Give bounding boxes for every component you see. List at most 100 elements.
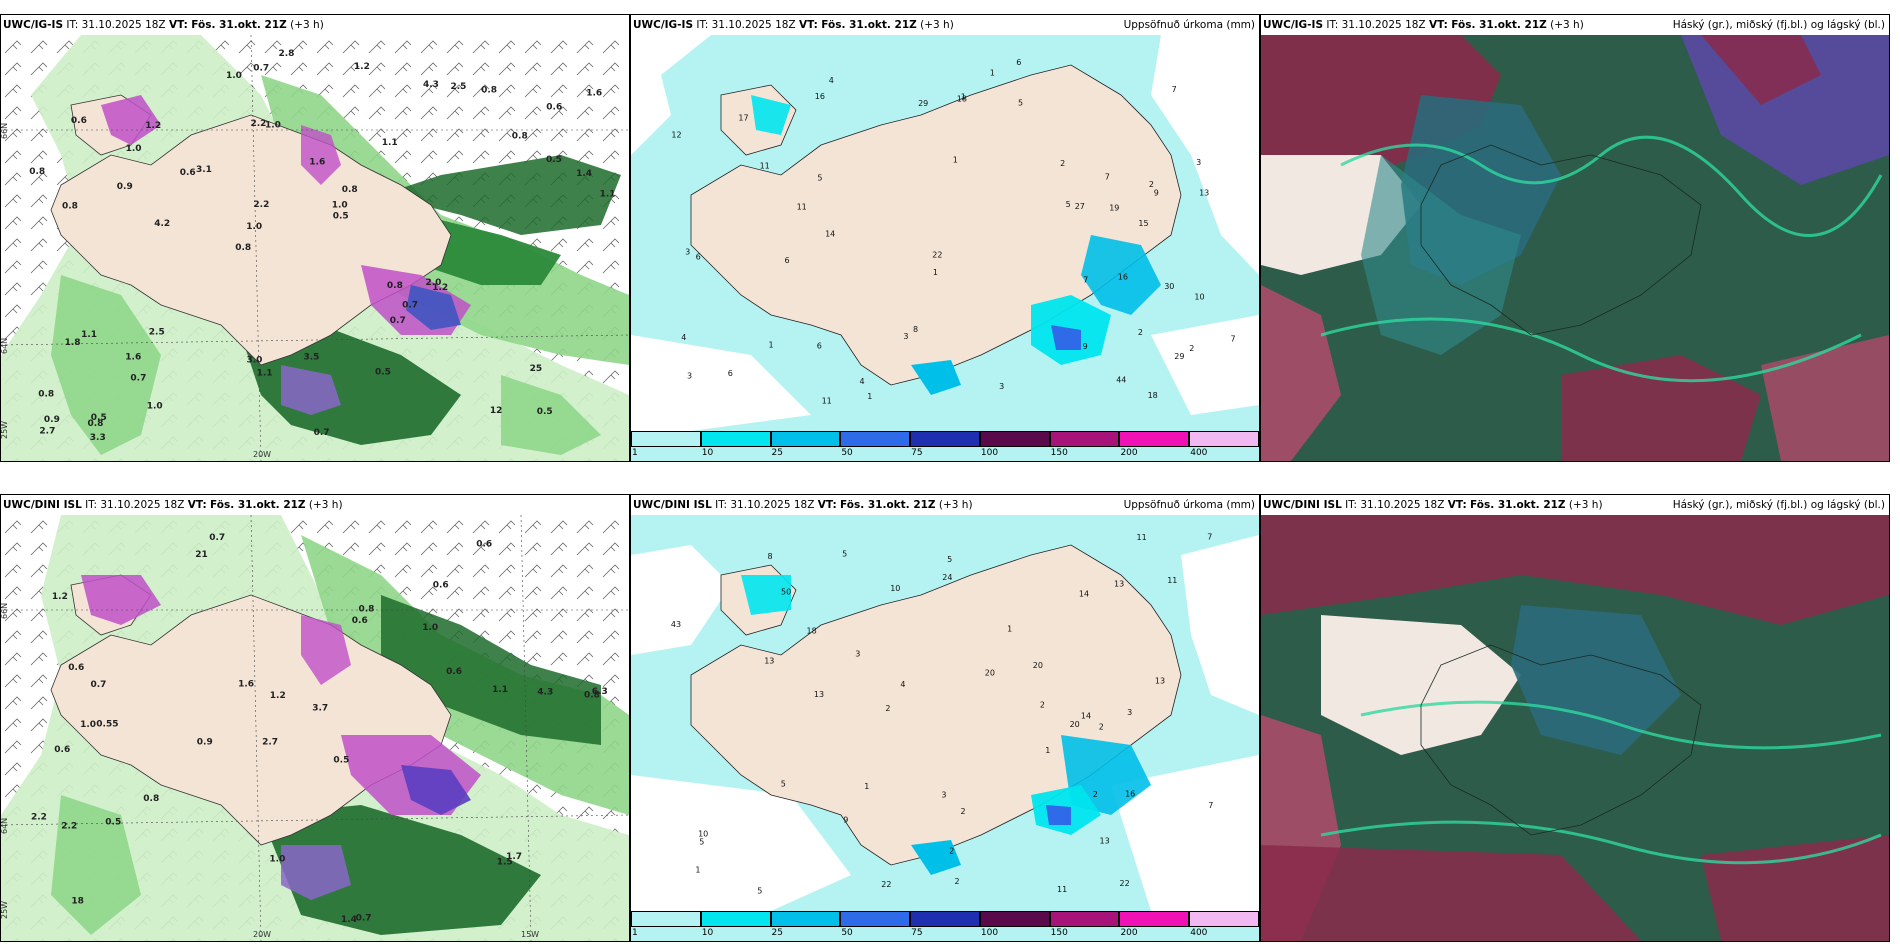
map-value-label: 1.1 bbox=[382, 138, 398, 148]
map-value-label: 0.8 bbox=[38, 390, 54, 400]
map-value-label: 0.6 bbox=[71, 116, 87, 126]
map-value-label: 16 bbox=[815, 92, 825, 101]
lon-label: 15W bbox=[521, 930, 539, 939]
map-value-label: 0.8 bbox=[342, 185, 358, 195]
map-value-label: 2.2 bbox=[61, 821, 77, 831]
map-value-label: 16 bbox=[1118, 272, 1128, 281]
colorbar-label: 200 bbox=[1120, 448, 1138, 458]
lat-label: 66N bbox=[1, 603, 9, 619]
map-value-label: 0.6 bbox=[352, 616, 368, 626]
time-offset: (+3 h) bbox=[920, 19, 954, 31]
it-label: IT: bbox=[85, 499, 98, 511]
precip-colorbar: 1 10 25 50 75 100 150 200 400 bbox=[631, 431, 1259, 461]
map-value-label: 0.9 bbox=[197, 738, 213, 748]
map-value-label: 9 bbox=[1154, 189, 1159, 198]
map-value-label: 0.8 bbox=[143, 794, 159, 804]
it-label: IT: bbox=[1345, 499, 1358, 511]
map-value-label: 0.6 bbox=[180, 168, 196, 178]
map-value-label: 29 bbox=[1174, 352, 1184, 361]
it-time: 31.10.2025 18Z bbox=[1341, 19, 1426, 31]
lon-label: 25W bbox=[1, 421, 9, 439]
map-value-label: 20 bbox=[985, 668, 995, 677]
map-value-label: 29 bbox=[918, 99, 928, 108]
map-value-label: 6 bbox=[785, 256, 790, 265]
map-value-label: 22 bbox=[881, 880, 891, 889]
vt-time: Fös. 31.okt. 21Z bbox=[210, 499, 306, 511]
map-value-label: 1.2 bbox=[145, 121, 161, 131]
precip-value-labels: 2321342671113121514172916893635431527691… bbox=[671, 58, 1235, 406]
cloud-map bbox=[1261, 35, 1889, 461]
precip-colorbar: 1 10 25 50 75 100 150 200 400 bbox=[631, 911, 1259, 941]
map-value-label: 13 bbox=[764, 657, 774, 666]
colorbar-label: 10 bbox=[701, 928, 714, 938]
map-value-label: 4.3 bbox=[423, 80, 439, 90]
colorbar-swatch bbox=[700, 911, 771, 927]
map-value-label: 1.0 bbox=[246, 222, 262, 232]
colorbar-label: 50 bbox=[841, 928, 853, 938]
colorbar-label: 10 bbox=[701, 448, 714, 458]
map-value-label: 0.5 bbox=[91, 413, 107, 423]
it-label: IT: bbox=[715, 499, 728, 511]
map-value-label: 21 bbox=[195, 550, 208, 560]
map-value-label: 13 bbox=[1199, 188, 1209, 197]
colorbar-label: 200 bbox=[1120, 928, 1138, 938]
field-title: Háský (gr.), miðský (fj.bl.) og lágský (… bbox=[1672, 19, 1885, 31]
colorbar-label: 150 bbox=[1050, 448, 1068, 458]
map-value-label: 1.1 bbox=[81, 330, 97, 340]
map-value-label: 0.5 bbox=[333, 211, 349, 221]
it-time: 31.10.2025 18Z bbox=[100, 499, 185, 511]
map-value-label: 3.1 bbox=[196, 165, 212, 175]
map-value-label: 11 bbox=[797, 202, 807, 211]
field-title: Háský (gr.), miðský (fj.bl.) og lágský (… bbox=[1672, 499, 1885, 511]
colorbar-swatch bbox=[1119, 431, 1190, 447]
map-value-label: 1.0 bbox=[80, 720, 96, 730]
map-value-label: 3 bbox=[1196, 158, 1201, 167]
map-value-label: 2 bbox=[949, 847, 954, 856]
map-value-label: 2 bbox=[955, 877, 960, 886]
panel-precip-igis: UWC/IG-IS IT: 31.10.2025 18Z VT: Fös. 31… bbox=[630, 14, 1260, 462]
map-value-label: 5 bbox=[757, 887, 762, 896]
map-value-label: 0.55 bbox=[96, 720, 118, 730]
colorbar-label: 75 bbox=[911, 928, 923, 938]
panel-precip-dini: UWC/DINI ISL IT: 31.10.2025 18Z VT: Fös.… bbox=[630, 494, 1260, 942]
colorbar-swatch bbox=[631, 911, 701, 927]
map-value-label: 1 bbox=[933, 268, 938, 277]
colorbar-swatch bbox=[1119, 911, 1190, 927]
map-value-label: 11 bbox=[1167, 576, 1177, 585]
map-value-label: 0.7 bbox=[91, 680, 107, 690]
model-name: UWC/IG-IS bbox=[3, 19, 64, 31]
vt-label: VT: bbox=[168, 19, 188, 31]
cloud-map bbox=[1261, 515, 1889, 941]
lon-label: 25W bbox=[1, 901, 9, 919]
map-value-label: 6 bbox=[1016, 58, 1021, 67]
map-value-label: 14 bbox=[825, 230, 835, 239]
lat-label: 66N bbox=[1, 123, 9, 139]
panel-header: UWC/DINI ISL IT: 31.10.2025 18Z VT: Fös.… bbox=[1, 495, 629, 515]
map-value-label: 3.3 bbox=[90, 433, 106, 443]
model-name: UWC/DINI ISL bbox=[1263, 499, 1342, 511]
map-value-label: 0.5 bbox=[375, 368, 391, 378]
it-time: 31.10.2025 18Z bbox=[1360, 499, 1445, 511]
map-value-label: 18 bbox=[71, 897, 84, 907]
map-value-label: 5 bbox=[699, 837, 704, 846]
map-value-label: 1 bbox=[953, 156, 958, 165]
colorbar-label: 150 bbox=[1050, 928, 1068, 938]
map-value-label: 27 bbox=[1075, 202, 1085, 211]
map-value-label: 13 bbox=[1100, 837, 1110, 846]
map-value-label: 3.5 bbox=[304, 353, 320, 363]
map-value-label: 16 bbox=[1125, 789, 1135, 798]
map-value-label: 9 bbox=[843, 816, 848, 825]
colorbar-swatch bbox=[631, 431, 701, 447]
model-name: UWC/IG-IS bbox=[1263, 19, 1324, 31]
panel-header: UWC/DINI ISL IT: 31.10.2025 18Z VT: Fös.… bbox=[631, 495, 1259, 515]
map-value-label: 20 bbox=[1070, 720, 1080, 729]
colorbar-label: 25 bbox=[771, 448, 783, 458]
panel-cloud-dini: UWC/DINI ISL IT: 31.10.2025 18Z VT: Fös.… bbox=[1260, 494, 1890, 942]
map-value-label: 2 bbox=[1093, 790, 1098, 799]
it-label: IT: bbox=[696, 19, 709, 31]
map-value-label: 4 bbox=[900, 680, 905, 689]
map-value-label: 0.8 bbox=[481, 85, 497, 95]
map-value-label: 0.5 bbox=[333, 755, 349, 765]
map-value-label: 0.7 bbox=[356, 914, 372, 924]
map-value-label: 3 bbox=[941, 790, 946, 799]
